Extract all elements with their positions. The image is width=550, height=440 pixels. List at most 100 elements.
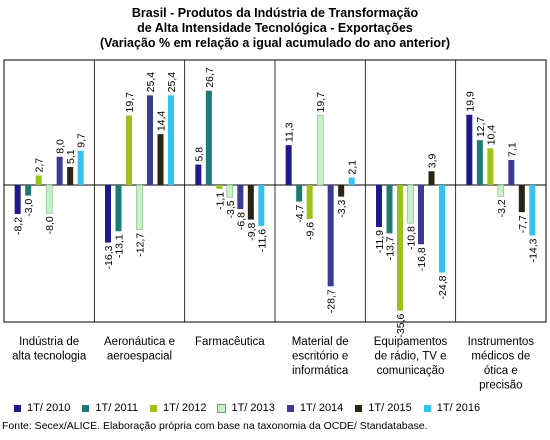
category-label-line: Aeronáutica e bbox=[104, 336, 175, 348]
bar bbox=[428, 171, 435, 185]
data-label: -28,7 bbox=[326, 289, 338, 313]
legend-item: 1T/ 2016 bbox=[423, 402, 480, 414]
category-label-line: Indústria de bbox=[19, 336, 79, 348]
legend-swatch bbox=[355, 404, 363, 412]
data-label: -16,8 bbox=[416, 247, 428, 271]
category-label-line: ótica e bbox=[484, 365, 518, 377]
bar bbox=[56, 156, 63, 185]
legend-label: 1T/ 2014 bbox=[299, 402, 344, 414]
data-label: -8,2 bbox=[13, 217, 25, 235]
data-label: -13,7 bbox=[385, 236, 397, 260]
bar bbox=[497, 184, 505, 197]
legend-swatch bbox=[14, 404, 21, 412]
data-label: 10,4 bbox=[485, 125, 497, 146]
category-label-line: médicos de bbox=[471, 351, 530, 363]
data-label: 19,7 bbox=[315, 92, 327, 113]
legend-swatch bbox=[423, 404, 431, 412]
data-label: -1,1 bbox=[214, 192, 226, 210]
bar bbox=[386, 185, 393, 234]
category-label-line: aeroespacial bbox=[107, 351, 172, 363]
bar bbox=[157, 134, 164, 185]
bar bbox=[316, 115, 324, 186]
data-label: 5,8 bbox=[193, 147, 205, 162]
data-label: -9,8 bbox=[246, 222, 258, 240]
data-label: 12,7 bbox=[475, 117, 487, 138]
data-label: -3,2 bbox=[496, 199, 508, 217]
bar bbox=[487, 148, 494, 185]
bar bbox=[126, 115, 132, 185]
data-label: 19,7 bbox=[124, 92, 136, 113]
legend-item: 1T/ 2013 bbox=[217, 402, 275, 414]
data-label: -8,0 bbox=[44, 216, 56, 234]
bar bbox=[67, 166, 74, 185]
bar bbox=[14, 185, 21, 214]
bar bbox=[306, 185, 313, 219]
data-label: -16,3 bbox=[103, 245, 115, 269]
bar bbox=[45, 184, 53, 214]
bar bbox=[226, 184, 234, 198]
chart-title: Brasil - Produtos da Indústria de Transf… bbox=[0, 6, 550, 51]
data-label: 9,7 bbox=[76, 133, 88, 148]
bar bbox=[105, 185, 111, 243]
data-label: -4,7 bbox=[294, 204, 306, 222]
category-label: Equipamentos de rádio, TV e comunicação bbox=[374, 336, 448, 377]
category-label-line: alta tecnologia bbox=[12, 351, 87, 363]
bar bbox=[147, 95, 153, 185]
category-label-line: precisão bbox=[479, 380, 522, 392]
legend-item: 1T/ 2015 bbox=[355, 402, 412, 414]
data-label: 2,1 bbox=[347, 160, 359, 175]
bar bbox=[258, 185, 265, 226]
data-label: -3,5 bbox=[225, 200, 237, 218]
bar bbox=[439, 185, 445, 273]
category-label-line: Material de bbox=[292, 336, 349, 348]
legend-label: 1T/ 2010 bbox=[27, 402, 71, 414]
bar bbox=[168, 95, 174, 185]
chart-title-line-1: Brasil - Produtos da Indústria de Transf… bbox=[131, 6, 419, 20]
category-label-line: comunicação bbox=[377, 365, 445, 377]
data-label: -7,7 bbox=[517, 215, 529, 233]
data-label: -3,0 bbox=[23, 198, 35, 216]
legend-item: 1T/ 2012 bbox=[150, 402, 206, 414]
data-label: -13,1 bbox=[114, 234, 126, 258]
data-label: 19,9 bbox=[464, 91, 476, 112]
bar bbox=[285, 145, 292, 185]
data-label: -35,6 bbox=[395, 314, 407, 338]
bar bbox=[35, 175, 42, 185]
data-label: -10,8 bbox=[406, 226, 418, 250]
legend-label: 1T/ 2013 bbox=[231, 402, 275, 414]
bar bbox=[115, 185, 122, 232]
bar bbox=[418, 185, 424, 245]
category-label: Farmacêutica bbox=[195, 336, 265, 348]
legend-swatch bbox=[286, 404, 294, 412]
bar bbox=[216, 185, 223, 189]
category-label: Material de escritório e informática bbox=[292, 336, 349, 377]
category-label: Indústria de alta tecnologia bbox=[12, 336, 87, 363]
bar bbox=[397, 185, 403, 311]
data-label: -3,3 bbox=[336, 199, 348, 217]
bar bbox=[518, 185, 525, 213]
data-label: 8,0 bbox=[55, 139, 67, 154]
data-label: 25,4 bbox=[145, 72, 157, 93]
bar bbox=[348, 177, 355, 185]
bar bbox=[508, 159, 515, 185]
source-note: Fonte: Secex/ALICE. Elaboração própria c… bbox=[2, 420, 428, 432]
data-label: 2,7 bbox=[34, 158, 46, 173]
bar bbox=[338, 185, 345, 197]
data-label: 11,3 bbox=[284, 122, 296, 142]
category-label: Instrumentos médicos de ótica e precisão bbox=[468, 336, 535, 392]
category-label-line: informática bbox=[292, 365, 349, 377]
legend-swatch bbox=[150, 404, 158, 412]
legend-swatch bbox=[217, 403, 227, 413]
legend-label: 1T/ 2015 bbox=[368, 402, 412, 414]
legend-item: 1T/ 2014 bbox=[286, 402, 344, 414]
legend-swatch bbox=[82, 404, 90, 412]
legend-item: 1T/ 2010 bbox=[14, 402, 70, 414]
bar bbox=[195, 164, 202, 185]
bar bbox=[77, 150, 84, 185]
legend-label: 1T/ 2011 bbox=[95, 402, 139, 414]
legend-item: 1T/ 2011 bbox=[82, 402, 138, 414]
legend-label: 1T/ 2012 bbox=[163, 402, 207, 414]
data-label: -14,3 bbox=[527, 238, 539, 262]
chart-title-line-2: de Alta Intensidade Tecnológica - Export… bbox=[137, 21, 413, 35]
